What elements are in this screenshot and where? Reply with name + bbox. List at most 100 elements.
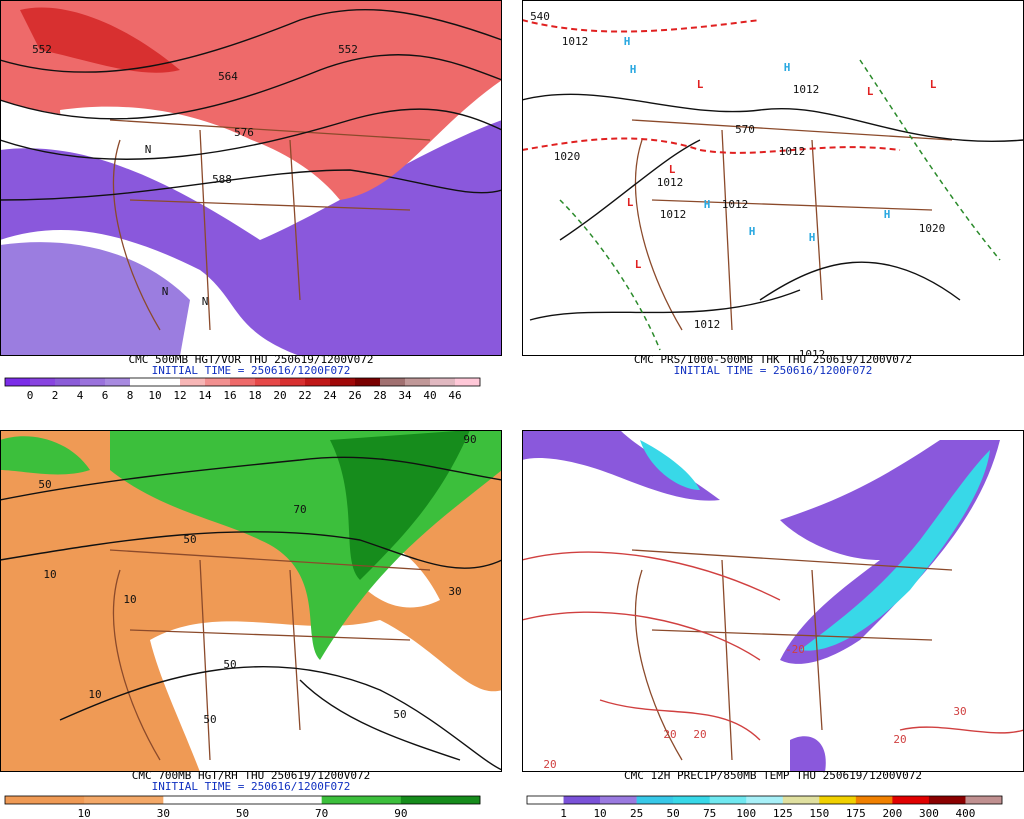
colorbar-label: 1 (560, 807, 567, 819)
colorbar-segment (105, 378, 131, 386)
contour-label: 1012 (657, 176, 684, 189)
map-frame (0, 430, 502, 772)
colorbar-label: 300 (919, 807, 939, 819)
map-panel: 20 20 20 20 -20 30 CMC 12H PRECIP/850MB TEMP T… (522, 430, 1024, 819)
map-area: 552 564 576 588 552 N N N (0, 0, 502, 356)
contour (522, 93, 1024, 142)
high-pressure: H (624, 35, 631, 48)
colorbar-frame (4, 377, 481, 387)
colorbar-segment (163, 796, 243, 804)
colorbar-segment (380, 378, 406, 386)
contour-label: 1012 (793, 83, 820, 96)
contour-label: 50 (223, 658, 236, 671)
state-borders (631, 549, 953, 761)
colorbar-label: 8 (127, 389, 134, 402)
map-area: H H H H H H H L L L L L L 540 1012 1012 1020 1012 1012 1012… (522, 0, 1024, 361)
colorbar-label: 22 (298, 389, 311, 402)
map-area: 20 20 20 20 -20 30 (522, 430, 1024, 772)
contour-label: 576 (234, 126, 254, 139)
colorbar-frame (4, 795, 481, 805)
low-pressure: L (867, 85, 874, 98)
field-shading (522, 430, 720, 501)
contour-label: 20 (663, 728, 676, 741)
colorbar-segment (527, 796, 564, 804)
contour (0, 531, 502, 569)
colorbar-segment (782, 796, 820, 804)
field-shading (0, 242, 190, 356)
colorbar-label: 46 (448, 389, 461, 402)
field-shading (780, 440, 1000, 664)
contour-label: 1012 (694, 318, 721, 331)
colorbar-label: 10 (148, 389, 161, 402)
init-time: INITIAL TIME = 250616/1200F072 (152, 780, 351, 793)
thickness-contour (859, 59, 1001, 261)
colorbar-label: 90 (394, 807, 407, 819)
colorbar-segment (330, 378, 356, 386)
colorbar-label: 20 (273, 389, 286, 402)
low-pressure: L (697, 78, 704, 91)
contour (559, 139, 701, 241)
contour (0, 8, 502, 73)
colorbar-segment (180, 378, 206, 386)
colorbar-segment (230, 378, 256, 386)
contour-label: 10 (88, 688, 101, 701)
contour-label: N (202, 295, 209, 308)
contour-label: 552 (32, 43, 52, 56)
colorbar-label: 25 (630, 807, 643, 819)
colorbar-frame (526, 795, 1003, 805)
contour-label: 1012 (779, 145, 806, 158)
contour-label: 70 (293, 503, 306, 516)
colorbar-segment (5, 378, 31, 386)
colorbar-segment (563, 796, 601, 804)
thickness-contour (559, 199, 661, 351)
contour-label: 1020 (554, 150, 581, 163)
colorbar-label: 12 (173, 389, 186, 402)
low-pressure: L (627, 196, 634, 209)
colorbar-label: 0 (27, 389, 34, 402)
colorbar-segment (405, 378, 431, 386)
colorbar-segment (819, 796, 857, 804)
contour (299, 679, 461, 761)
contour-label: 1012 (799, 348, 826, 361)
map-area: 50 10 10 50 50 90 10 50 50 30 70 (0, 430, 502, 772)
colorbar-label: 24 (323, 389, 337, 402)
high-pressure: H (884, 208, 891, 221)
contour-label: 588 (212, 173, 232, 186)
contour (522, 611, 761, 661)
contour (0, 54, 502, 120)
contour-label: 10 (123, 593, 136, 606)
contour-label: 540 (530, 10, 550, 23)
colorbar-segment (5, 796, 85, 804)
contour-label: 1012 (562, 35, 589, 48)
colorbar-label: 10 (593, 807, 606, 819)
init-time: INITIAL TIME = 250616/1200F072 (152, 364, 351, 377)
colorbar-segment (709, 796, 747, 804)
contour-label: 50 (38, 478, 51, 491)
field-shading (20, 7, 180, 73)
colorbar-segment (242, 796, 322, 804)
contour-label: 30 (953, 705, 966, 718)
contour (0, 456, 502, 501)
colorbar-segment (928, 796, 966, 804)
colorbar-segment (600, 796, 637, 804)
map-title: CMC PRS/1000-500MB THK THU 250619/1200V0… (634, 353, 912, 366)
colorbar-segment (280, 378, 306, 386)
colorbar-segment (673, 796, 710, 804)
colorbar-segment (965, 796, 1003, 804)
field-shading (0, 436, 90, 475)
colorbar-label: 28 (373, 389, 386, 402)
contour (0, 108, 502, 160)
contour (529, 289, 801, 321)
low-pressure: L (669, 163, 676, 176)
colorbar-segment (130, 378, 156, 386)
contour-label: 1012 (722, 198, 749, 211)
colorbar-label: 30 (157, 807, 170, 819)
colorbar-label: 400 (956, 807, 976, 819)
contour-label: 50 (183, 533, 196, 546)
colorbar-label: 125 (773, 807, 793, 819)
contour-label: 90 (463, 433, 476, 446)
colorbar-segment (636, 796, 674, 804)
map-panel: 50 10 10 50 50 90 10 50 50 30 70 CMC 700MB HGT/RH T… (0, 430, 502, 819)
colorbar-label: 34 (398, 389, 412, 402)
field-shading (60, 106, 300, 179)
